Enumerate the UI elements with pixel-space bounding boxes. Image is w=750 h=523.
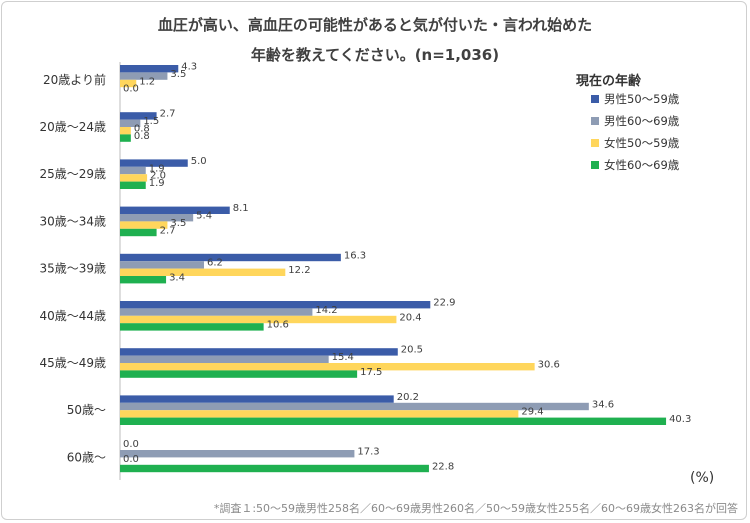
- bar: [120, 79, 137, 88]
- legend-swatch: [591, 139, 599, 147]
- bar: [120, 221, 168, 229]
- data-label: 2.7: [160, 225, 176, 236]
- data-label: 4.3: [181, 62, 197, 73]
- bar: [120, 127, 131, 135]
- bar: [120, 464, 429, 473]
- data-label: 0.8: [134, 124, 150, 135]
- legend-title: 現在の年齢: [576, 73, 642, 89]
- bar: [120, 228, 157, 237]
- legend-label: 男性60〜69歳: [604, 114, 680, 128]
- category-label: 25歳〜29歳: [39, 167, 106, 181]
- legend-label: 男性50〜59歳: [604, 92, 680, 106]
- data-label: 30.6: [538, 360, 560, 371]
- bar: [120, 112, 157, 120]
- bar: [120, 363, 535, 371]
- data-label: 8.1: [233, 203, 249, 214]
- bar: [120, 119, 141, 127]
- bar: [120, 134, 131, 142]
- bar: [120, 214, 194, 222]
- bar: [120, 402, 589, 411]
- bar: [120, 308, 313, 316]
- category-label: 35歳〜39歳: [39, 262, 106, 276]
- legend-swatch: [591, 95, 599, 103]
- data-label: 0.0: [123, 454, 139, 465]
- data-label: 10.6: [267, 320, 289, 331]
- category-label: 30歳〜34歳: [39, 214, 106, 228]
- bar: [120, 253, 341, 262]
- bar: [120, 268, 286, 276]
- unit-label: (%): [690, 470, 715, 486]
- data-label: 17.3: [357, 447, 379, 458]
- category-label: 45歳〜49歳: [39, 356, 106, 370]
- data-label: 20.4: [399, 312, 421, 323]
- data-label: 5.4: [196, 211, 212, 222]
- data-label: 3.5: [170, 218, 186, 229]
- data-label: 22.8: [432, 461, 454, 472]
- data-label: 5.0: [191, 156, 207, 167]
- bar: [120, 348, 398, 356]
- bar: [120, 181, 146, 189]
- bar: [120, 159, 188, 167]
- bar: [120, 301, 431, 309]
- chart-title-line2: 年齢を教えてください。(n=1,036): [250, 46, 500, 64]
- bar: [120, 166, 146, 175]
- category-label: 60歳〜: [67, 450, 106, 464]
- category-label: 50歳〜: [67, 403, 106, 417]
- data-label: 0.0: [123, 84, 139, 95]
- data-label: 20.2: [397, 392, 419, 403]
- data-label: 2.7: [160, 109, 176, 120]
- legend-swatch: [591, 117, 599, 125]
- data-label: 16.3: [344, 250, 366, 261]
- data-label: 14.2: [315, 305, 337, 316]
- data-label: 6.2: [207, 258, 223, 269]
- category-label: 20歳より前: [43, 72, 106, 87]
- data-label: 34.6: [592, 399, 614, 410]
- legend-label: 女性50〜59歳: [604, 136, 680, 150]
- data-label: 2.0: [150, 171, 166, 182]
- bar: [120, 72, 168, 80]
- bar: [120, 417, 667, 425]
- bar: [120, 315, 397, 324]
- bar: [120, 276, 167, 284]
- data-label: 22.9: [433, 298, 455, 309]
- bar: [120, 261, 205, 269]
- chart-title-line1: 血圧が高い、高血圧の可能性があると気が付いた・言われ始めた: [157, 16, 593, 34]
- data-label: 12.2: [288, 265, 310, 276]
- bar: [120, 323, 264, 331]
- category-label: 40歳〜44歳: [39, 309, 106, 323]
- bar: [120, 450, 355, 458]
- bar: [120, 65, 179, 73]
- data-label: 40.3: [669, 414, 691, 425]
- bar: [120, 355, 329, 363]
- data-label: 3.4: [169, 273, 185, 284]
- data-label: 1.9: [149, 178, 165, 189]
- data-label: 1.9: [149, 163, 165, 174]
- data-label: 0.8: [134, 131, 150, 142]
- data-label: 20.5: [401, 345, 423, 356]
- data-label: 29.4: [521, 407, 543, 418]
- data-label: 1.5: [143, 116, 159, 127]
- legend-swatch: [591, 161, 599, 169]
- legend-label: 女性60〜69歳: [604, 158, 680, 172]
- footnote: *調査１:50〜59歳男性258名／60〜69歳男性260名／50〜59歳女性2…: [213, 502, 738, 515]
- data-label: 17.5: [360, 367, 382, 378]
- bar: [120, 395, 394, 403]
- data-label: 0.0: [123, 439, 139, 450]
- data-label: 3.5: [170, 69, 186, 80]
- data-label: 15.4: [332, 352, 354, 363]
- data-label: 1.2: [139, 76, 155, 87]
- bar: [120, 206, 230, 214]
- bar: [120, 174, 148, 182]
- bar: [120, 370, 358, 378]
- bar: [120, 410, 519, 418]
- category-label: 20歳〜24歳: [39, 120, 106, 134]
